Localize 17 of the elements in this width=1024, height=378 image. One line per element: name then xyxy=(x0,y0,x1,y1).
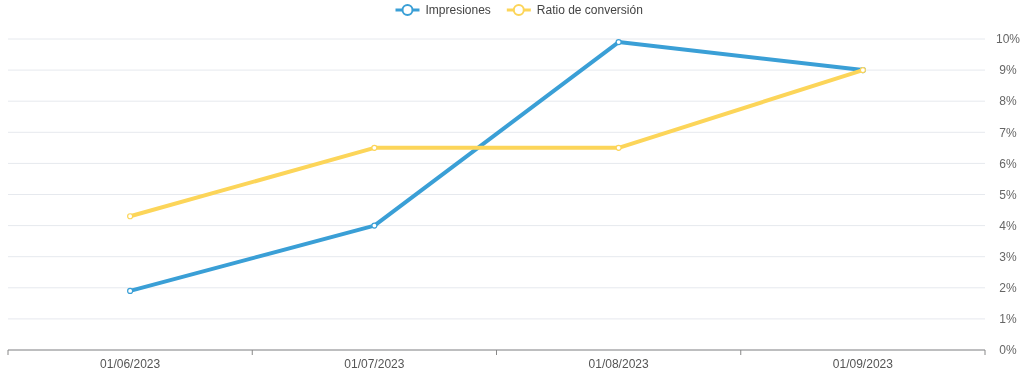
x-tick-label: 01/08/2023 xyxy=(588,357,649,371)
x-tick-label: 01/06/2023 xyxy=(100,357,161,371)
y-tick-label: 0% xyxy=(999,343,1017,358)
y-tick-label: 5% xyxy=(999,187,1017,202)
y-tick-label: 9% xyxy=(999,63,1017,78)
y-tick-label: 3% xyxy=(999,249,1017,264)
y-tick-label: 8% xyxy=(999,94,1017,109)
y-tick-label: 6% xyxy=(999,156,1017,171)
y-tick-label: 2% xyxy=(999,281,1017,295)
y-tick-label: 1% xyxy=(999,312,1017,327)
x-tick-label: 01/07/2023 xyxy=(344,357,405,371)
y-tick-label: 10% xyxy=(995,32,1021,47)
y-tick-label: 7% xyxy=(999,125,1017,140)
x-tick-label: 01/09/2023 xyxy=(832,357,894,371)
legend-label: Impresiones xyxy=(425,3,491,18)
legend-label: Ratio de conversión xyxy=(536,3,643,18)
y-tick-label: 4% xyxy=(999,218,1017,233)
